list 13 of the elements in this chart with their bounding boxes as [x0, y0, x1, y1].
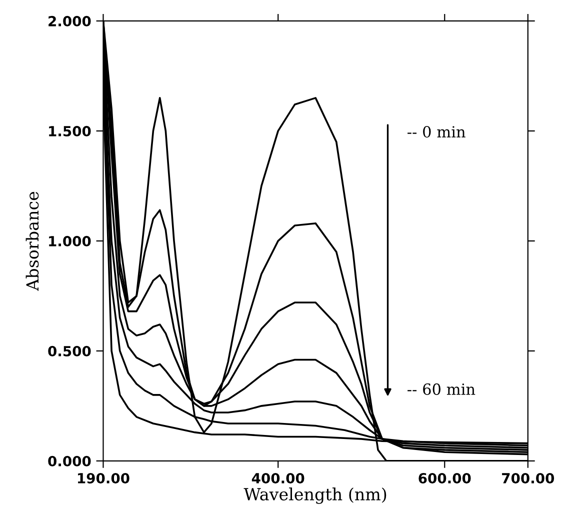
- y-tick-label: 1.000: [49, 236, 91, 246]
- y-tick-label: 1.500: [49, 126, 91, 136]
- y-tick-label: 2.000: [48, 16, 91, 26]
- x-axis-title: Wavelength (nm): [244, 488, 386, 504]
- annotation: -- 0 min: [408, 126, 466, 138]
- x-tick-label: 400.00: [252, 472, 304, 484]
- y-tick-label: 0.000: [48, 456, 91, 466]
- y-tick-label: 0.500: [48, 346, 91, 356]
- annotation: -- 60 min: [408, 383, 476, 395]
- x-tick-label: 600.00: [418, 472, 471, 484]
- y-axis-title: Absorbance: [26, 192, 39, 291]
- x-tick-label: 700.00: [502, 472, 554, 484]
- x-tick-label: 190.00: [78, 472, 130, 484]
